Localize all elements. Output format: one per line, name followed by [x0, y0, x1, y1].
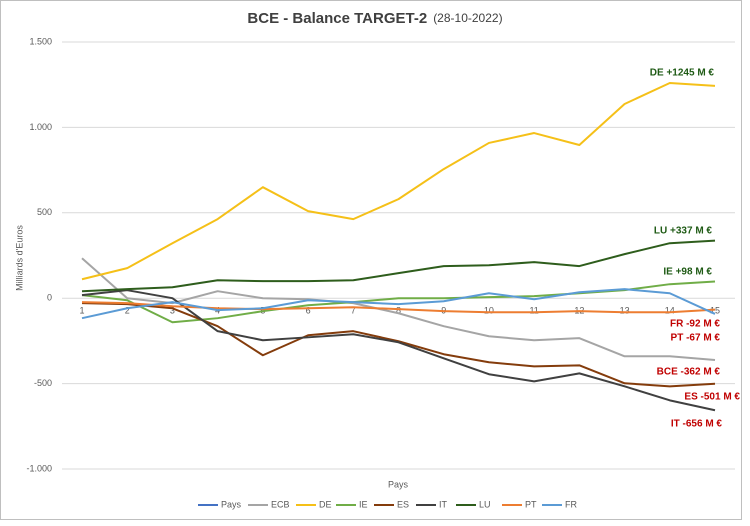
annotation: LU +337 M €	[654, 226, 713, 237]
x-tick-label: 11	[529, 306, 538, 316]
chart-heading: BCE - Balance TARGET-2 (28-10-2022)	[247, 10, 502, 27]
x-axis-label: Pays	[388, 479, 409, 489]
series-line	[81, 288, 716, 320]
series-line	[81, 239, 716, 293]
x-tick-label: 3	[170, 306, 175, 316]
series-line	[81, 81, 716, 281]
x-tick-label: 1	[79, 306, 84, 316]
x-tick-label: 7	[351, 306, 356, 316]
annotation: DE +1245 M €	[650, 68, 715, 79]
y-axis-label: Milliards d'Euros	[14, 225, 24, 291]
x-tick-label: 8	[396, 306, 401, 316]
legend-label: DE	[319, 499, 332, 509]
x-tick-label: 13	[620, 306, 630, 316]
legend-label: ECB	[271, 499, 290, 509]
chart-subtitle: (28-10-2022)	[433, 11, 502, 25]
annotation: PT -67 M €	[671, 333, 721, 344]
series-line	[81, 289, 716, 412]
legend-label: Pays	[221, 499, 242, 509]
annotation: IT -656 M €	[671, 419, 723, 430]
y-tick-label: 0	[47, 293, 52, 303]
y-tick-label: -500	[34, 378, 52, 388]
y-tick-label: -1.000	[26, 463, 52, 473]
series-line	[81, 280, 716, 324]
x-tick-label: 2	[125, 306, 130, 316]
x-tick-label: 6	[306, 306, 311, 316]
series-line	[81, 257, 716, 362]
legend-label: PT	[525, 499, 537, 509]
series-line	[81, 301, 716, 314]
annotation: BCE -362 M €	[657, 367, 721, 378]
legend-label: IT	[439, 499, 448, 509]
x-tick-label: 10	[484, 306, 494, 316]
legend-label: FR	[565, 499, 577, 509]
y-tick-label: 1.000	[29, 122, 52, 132]
legend-label: LU	[479, 499, 491, 509]
annotation: FR -92 M €	[670, 319, 720, 330]
series-line	[81, 302, 716, 388]
x-tick-label: 14	[665, 306, 675, 316]
y-tick-label: 1.500	[29, 36, 52, 46]
legend-label: IE	[359, 499, 368, 509]
annotation: ES -501 M €	[684, 392, 740, 403]
annotation: IE +98 M €	[663, 267, 712, 278]
chart-title: BCE - Balance TARGET-2	[247, 10, 427, 27]
y-tick-label: 500	[37, 207, 52, 217]
legend-label: ES	[397, 499, 409, 509]
chart-frame	[0, 0, 742, 520]
